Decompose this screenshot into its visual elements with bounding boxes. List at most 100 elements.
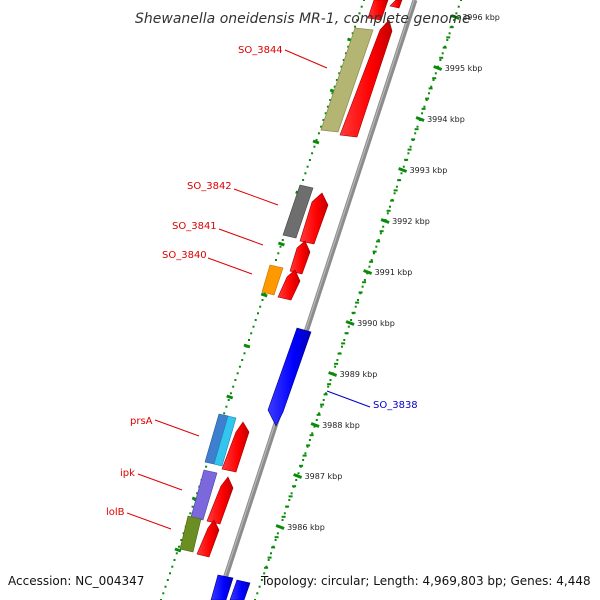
ruler-tick-label: 3988 kbp [322,421,360,430]
inner-track-dot [173,559,176,561]
gene-labels: SO_3844 SO_3842 SO_3841 SO_3840 SO_3838 … [106,45,418,518]
ruler-tick [363,269,373,275]
inner-track-dot [164,585,167,588]
outer-track-dot [315,419,318,421]
feature-track [179,0,403,600]
ruler-tick [275,524,285,530]
outer-track-dot [325,392,327,395]
inner-track-dot [180,539,183,541]
inner-track-dot [234,379,237,381]
genome-summary-text: Topology: circular; Length: 4,969,803 bp… [261,574,591,588]
gene-label-so3844[interactable]: SO_3844 [238,45,283,56]
inner-track-tick [277,241,285,247]
genome-backbone [215,0,418,600]
inner-track-dot [304,172,307,175]
ruler-tick [328,371,338,377]
outer-track-dot [379,232,382,235]
label-connectors [126,49,371,530]
outer-track-dot [260,579,263,581]
feature-ipk-arrow[interactable] [206,476,234,525]
gene-label-so3838[interactable]: SO_3838 [373,400,418,411]
feature-so3840-arrow[interactable] [277,269,301,301]
ruler-tick [450,14,460,20]
outer-track-dot [446,39,449,41]
outer-track-dot [290,492,293,495]
connector-ipk [137,473,183,491]
inner-track-dot [281,239,284,241]
outer-track-dot [267,559,270,561]
inner-track-dot [189,512,192,515]
outer-track-dot [347,325,350,328]
gene-label-so3842[interactable]: SO_3842 [187,181,232,192]
inner-track-dot [166,579,169,581]
outer-track-dot [389,205,391,208]
outer-track-dot [455,12,458,15]
inner-track-dot [259,305,262,308]
connector-so3840 [207,257,253,275]
outer-track-dot [425,99,428,101]
inner-track-dot [356,19,359,21]
outer-track-dot [373,252,375,255]
outer-track-dot [336,359,339,361]
connector-so3841 [218,228,264,246]
inner-track-dot [277,252,280,255]
feature-so3842-arrow[interactable] [299,192,329,245]
gene-label-so3841[interactable]: SO_3841 [172,221,217,232]
feature-lolb-block[interactable] [179,515,202,553]
inner-track-dot [329,99,332,101]
feature-so3844-arrow[interactable] [339,19,393,138]
outer-track-dot [428,92,430,95]
ruler-tick [293,473,303,479]
feature-so3842-block[interactable] [282,184,314,239]
outer-track-dot [400,172,403,175]
feature-so3841-arrow[interactable] [289,240,311,275]
inner-track-dot [338,72,341,75]
outer-track-dot [409,145,412,148]
gene-label-prsa[interactable]: prsA [130,416,153,427]
outer-track-dot [276,532,279,535]
inner-track-dot [302,179,305,181]
feature-so3844-block[interactable] [320,27,374,133]
outer-track-dot [386,212,389,215]
inner-track-dot [238,365,241,368]
accession-text: Accession: NC_004347 [8,574,145,588]
inner-track-dot [315,139,318,141]
inner-track-tick [312,139,320,145]
outer-track-dot [263,572,266,575]
gene-label-ipk[interactable]: ipk [120,468,135,479]
outer-track-dot [329,379,332,381]
feature-prsa-arrow[interactable] [221,421,250,473]
outer-track-dot [407,152,410,155]
outer-track-dot [363,279,366,281]
outer-track-dot [295,479,298,481]
outer-track-dot [297,472,300,475]
feature-ipk-block[interactable] [190,469,218,521]
outer-track-dot [354,305,357,308]
outer-track-dot [318,412,321,415]
feature-bottom-blue-a[interactable] [210,574,234,600]
gene-label-lolb[interactable]: lolB [106,507,125,518]
inner-track-dot [345,52,347,55]
outer-track-dot [441,52,444,55]
inner-track-dot [313,145,316,148]
outer-track-dot [274,539,277,541]
ruler-tick-label: 3995 kbp [445,64,483,73]
feature-lolb-arrow[interactable] [196,519,220,558]
feature-prsa-block-b[interactable] [213,415,237,467]
feature-top-arrow-2[interactable] [367,0,389,21]
outer-track-dot [357,299,359,301]
inner-track-dot [175,552,178,555]
feature-top-arrow[interactable] [389,0,403,9]
inner-track-dot [248,339,250,341]
feature-bottom-blue-b[interactable] [229,579,251,600]
feature-so3838-arrow[interactable] [267,327,312,427]
outer-track-dot [448,32,451,35]
gene-label-so3840[interactable]: SO_3840 [162,250,207,261]
ruler-tick [345,320,355,326]
feature-so3840-block[interactable] [261,264,284,296]
inner-track-dot [322,119,325,121]
outer-track-dot [434,72,437,75]
outer-track-dot [421,112,424,115]
outer-track-dot [382,225,385,228]
